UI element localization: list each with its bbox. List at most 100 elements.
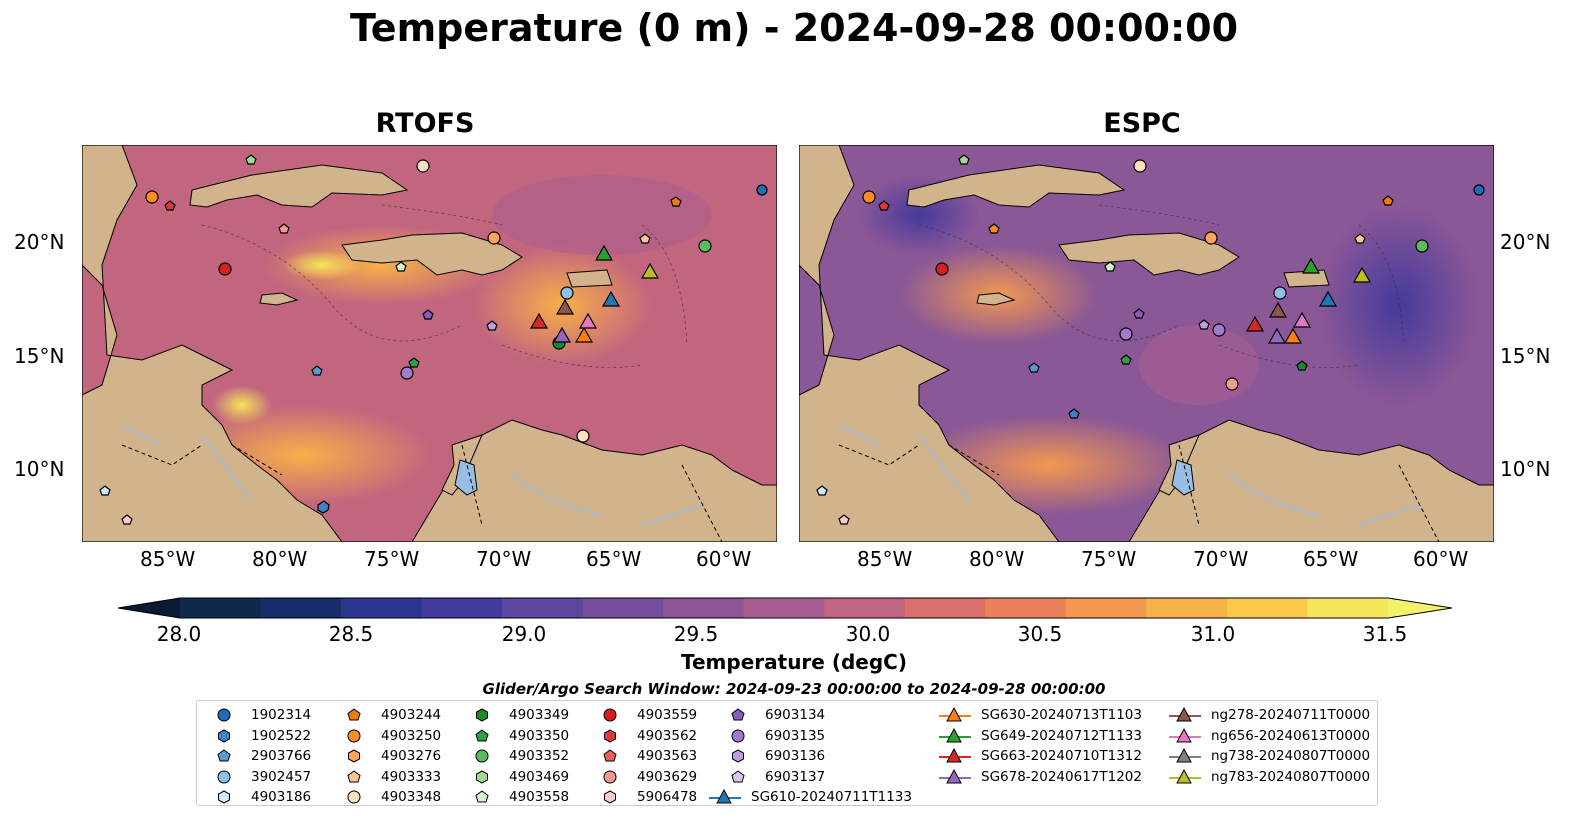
colorbar-segment [743,598,825,618]
legend-label: ng278-20240711T0000 [1211,707,1371,723]
lake-maracaibo [1171,459,1195,496]
legend-label: 4903350 [509,727,570,744]
legend-hexagon-marker-icon [732,749,744,763]
legend-circle-marker-icon [217,708,231,722]
legend-label: 4903563 [637,748,698,764]
legend-label: SG630-20240713T1103 [981,707,1142,723]
colorbar-segment [180,598,262,618]
colorbar-segment [985,598,1067,618]
colorbar-segment [904,598,986,618]
lat-tick-10n-right: 10°N [1500,457,1551,481]
legend-circle-marker-icon [731,729,745,742]
cbar-tick-29.5: 29.5 [673,622,719,646]
cbar-tick-28.5: 28.5 [328,622,374,646]
lon-tick-60w-rtofs: 60°W [696,547,752,571]
legend-pentagon-marker-icon [475,728,489,741]
legend-hexagon-marker-icon [604,790,616,804]
legend-circle-marker-icon [475,749,489,763]
legend-triangle-marker-icon [939,706,971,722]
legend-triangle-marker-icon [1169,747,1201,763]
colorbar-segment [582,598,664,618]
legend-circle-marker-icon [347,729,361,742]
legend-label: 4903558 [509,789,570,805]
colorbar-segment [1307,598,1389,618]
map-panel-espc[interactable] [799,145,1494,542]
search-window-text: Glider/Argo Search Window: 2024-09-23 00… [482,680,1106,698]
cbar-tick-31.5: 31.5 [1362,622,1408,646]
lon-tick-85w-espc: 85°W [857,547,913,571]
colorbar [118,597,1452,619]
legend-label: 2903766 [251,748,312,764]
legend-label: ng783-20240807T0000 [1211,768,1371,785]
legend-label: 4903186 [251,789,312,805]
colorbar-segment [1146,598,1228,618]
colorbar-min-extension [118,598,180,618]
legend-label: 4903559 [637,707,698,723]
legend-triangle-marker-icon [1169,768,1201,783]
legend-label: 4903276 [381,748,442,764]
lat-tick-20n-left: 20°N [14,230,65,254]
observation-markers [99,154,768,525]
legend-label: SG610-20240711T1133 [751,789,912,805]
legend-hexagon-marker-icon [218,728,230,743]
legend-label: 4903469 [509,768,570,785]
colorbar-segment [663,598,745,618]
figure-title: Temperature (0 m) - 2024-09-28 00:00:00 [349,6,1239,50]
landmasses [799,145,1494,542]
lat-tick-10n-left: 10°N [14,457,65,481]
legend-circle-marker-icon [347,790,361,804]
colorbar-segment [341,598,423,618]
legend-triangle-marker-icon [709,788,741,804]
legend-label: 6903134 [765,707,826,723]
legend-hexagon-marker-icon [604,728,616,743]
legend-label: 4903244 [381,707,442,723]
observation-markers [816,154,1485,525]
lon-tick-85w-rtofs: 85°W [140,547,196,571]
legend-label: ng738-20240807T0000 [1211,748,1371,764]
legend-label: 1902314 [251,707,312,723]
legend-label: 4903250 [381,727,442,744]
legend-label: 6903135 [765,727,826,744]
legend-pentagon-marker-icon [347,708,361,721]
legend-circle-marker-icon [217,770,231,783]
colorbar-segment [421,598,503,618]
lon-tick-75w-rtofs: 75°W [364,547,420,571]
colorbar-max-extension [1388,598,1452,618]
lon-tick-65w-espc: 65°W [1303,547,1359,571]
legend-hexagon-marker-icon [476,708,488,722]
legend-pentagon-marker-icon [731,769,745,782]
cbar-tick-28.0: 28.0 [156,622,202,646]
legend-circle-marker-icon [603,770,617,783]
lon-tick-65w-rtofs: 65°W [586,547,642,571]
legend-hexagon-marker-icon [218,790,230,804]
legend-label: 4903333 [381,768,442,785]
legend-pentagon-marker-icon [731,708,745,721]
cbar-tick-29.0: 29.0 [501,622,547,646]
colorbar-segment [824,598,906,618]
legend-label: 3902457 [251,768,312,785]
legend-label: 1902522 [251,727,312,744]
colorbar-segment [260,598,342,618]
lon-tick-80w-rtofs: 80°W [252,547,308,571]
map-rtofs-svg [82,145,777,542]
landmasses [82,145,777,542]
colorbar-segment [502,598,584,618]
colorbar-segment [1226,598,1308,618]
cbar-tick-31.0: 31.0 [1190,622,1236,646]
legend-triangle-marker-icon [939,747,971,763]
legend-label: SG663-20240710T1312 [981,748,1142,764]
legend-hexagon-marker-icon [476,769,488,784]
legend-label: 4903629 [637,768,698,785]
lon-tick-70w-rtofs: 70°W [476,547,532,571]
colorbar-segment [1065,598,1147,618]
legend-pentagon-marker-icon [603,749,617,762]
legend-label: 4903349 [509,707,570,723]
legend-label: 6903136 [765,748,826,764]
legend-pentagon-marker-icon [475,790,489,803]
legend-label: SG678-20240617T1202 [981,768,1142,785]
cbar-tick-30.5: 30.5 [1017,622,1063,646]
lake-maracaibo [454,459,478,496]
cbar-tick-30.0: 30.0 [845,622,891,646]
lon-tick-80w-espc: 80°W [969,547,1025,571]
map-panel-rtofs[interactable] [82,145,777,542]
